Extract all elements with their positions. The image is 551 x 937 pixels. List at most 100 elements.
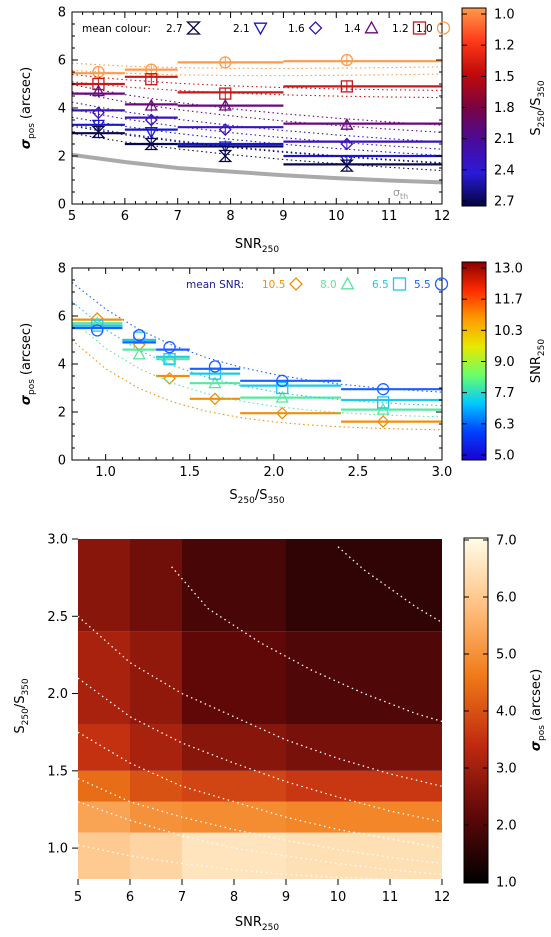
data-point: [218, 149, 233, 163]
series-trend-upper: [72, 84, 442, 126]
heatmap-cell: [78, 832, 130, 879]
panel-1-x-tick-label: 11: [381, 209, 398, 224]
panel-2-legend: 10.5 8.0 6.5 5.5: [262, 276, 449, 291]
data-point: [376, 383, 390, 396]
series-1.6: [72, 101, 442, 151]
legend-label: 1.6: [288, 23, 305, 35]
panel-3-x-tick-label: 11: [382, 890, 399, 905]
data-point: [91, 125, 106, 139]
panel-3-heatmap-cells: [78, 539, 442, 879]
colorbar-1-tick-label: 1.5: [494, 70, 515, 85]
legend-marker: [185, 21, 202, 35]
heatmap-cell: [78, 801, 130, 833]
panel-2-y-tick-label: 6: [58, 310, 66, 325]
legend-label: 2.7: [166, 23, 183, 35]
data-point: [339, 159, 354, 172]
panel-2-x-tick-label: 1.0: [95, 465, 116, 480]
data-point: [376, 415, 390, 429]
panel-1-x-tick-label: 5: [68, 209, 76, 224]
heatmap-cell: [182, 724, 286, 771]
panel-2-x-tick-label: 3.0: [432, 465, 453, 480]
panel-2-x-tick-label: 2.0: [263, 465, 284, 480]
heatmap-cell: [78, 539, 130, 632]
panel-3-y-tick-label: 3.0: [47, 533, 68, 548]
data-point: [208, 360, 222, 373]
panel-3-x-tick-label: 6: [126, 890, 134, 905]
heatmap-cell: [286, 539, 442, 632]
colorbar-3-ticks: 7.0 6.0 5.0 4.0 3.0 2.0 1.0: [464, 534, 517, 891]
panel-3-x-ticks: 5 6 7 8 9 10 11 12: [74, 879, 450, 905]
colorbar-1-tick-label: 1.8: [494, 101, 515, 116]
legend-label: 1.4: [344, 23, 361, 35]
panel-1-y-tick-label: 0: [58, 198, 66, 213]
panel-3-y-tick-label: 1.5: [47, 764, 68, 779]
panel-2-x-tick-label: 2.5: [348, 465, 369, 480]
colorbar-3-tick-label: 4.0: [496, 705, 517, 720]
colorbar-3-tick-label: 3.0: [496, 762, 517, 777]
heatmap-cell: [130, 539, 182, 632]
panel-2-frame: [71, 267, 443, 461]
series-2.1: [72, 116, 442, 168]
panel-1-x-tick-label: 8: [226, 209, 234, 224]
series-trend-upper: [72, 73, 442, 91]
colorbar-3-tick-label: 6.0: [496, 591, 517, 606]
panel-2: 1.0 1.5 2.0 2.5 3.0 0 2 4 6 8 mean SNR: 10.5 8.0 6…: [19, 261, 547, 506]
colorbar-2-tick-label: 13.0: [494, 262, 523, 277]
colorbar-2-tick-label: 7.7: [494, 386, 515, 401]
legend-marker: [289, 277, 303, 291]
series-trend-upper: [72, 101, 442, 143]
data-point: [144, 137, 159, 151]
heatmap-cell: [130, 832, 182, 879]
data-point: [275, 406, 289, 420]
series-10.5: [72, 311, 442, 431]
data-point: [132, 347, 146, 360]
panel-3-x-tick-label: 10: [330, 890, 347, 905]
series-5.5: [72, 281, 442, 396]
legend-marker: [253, 22, 268, 36]
heatmap-cell: [286, 724, 442, 771]
panel-1-y-tick-label: 8: [58, 6, 66, 21]
panel-3-y-tick-label: 1.0: [47, 842, 68, 857]
series-1.2: [72, 73, 442, 100]
panel-3-x-tick-label: 7: [178, 890, 186, 905]
heatmap-cell: [182, 539, 286, 632]
series-trend-upper: [72, 62, 442, 69]
panel-1-y-tick-label: 6: [58, 54, 66, 69]
colorbar-3-tick-label: 5.0: [496, 648, 517, 663]
panel-3-x-tick-label: 9: [282, 890, 290, 905]
legend-label: 1.0: [416, 23, 433, 35]
series-trend-lower: [72, 108, 442, 150]
legend-marker: [434, 277, 449, 291]
panel-1-theory-label: σth: [393, 186, 408, 201]
panel-1-x-tick-label: 9: [279, 209, 287, 224]
contour-line: [77, 615, 443, 787]
panel-2-legend-title: mean SNR:: [186, 279, 244, 291]
series-trend: [72, 339, 442, 431]
colorbar-2-tick-label: 6.3: [494, 417, 515, 432]
heatmap-cell: [130, 770, 182, 802]
data-point: [163, 353, 176, 366]
heatmap-cell: [130, 631, 182, 725]
panel-3-x-axis-label: SNR250: [235, 915, 279, 933]
colorbar-3-label: σpos(arcsec): [529, 669, 547, 751]
legend-label: 8.0: [320, 279, 337, 291]
legend-marker: [340, 276, 355, 290]
legend-marker: [308, 21, 323, 35]
heatmap-cell: [286, 770, 442, 802]
panel-2-y-axis-label: σpos(arcsec): [19, 323, 37, 405]
panel-2-series-layer: [72, 281, 442, 431]
colorbar-2-tick-label: 10.3: [494, 324, 523, 339]
colorbar-1-tick-label: 1.0: [494, 8, 515, 23]
colorbar-2-tick-label: 9.0: [494, 355, 515, 370]
panel-1-x-tick-label: 6: [121, 209, 129, 224]
panel-1-theory-curve-layer: [72, 152, 442, 185]
heatmap-cell: [286, 801, 442, 833]
series-trend-lower: [72, 69, 442, 77]
series-1.4: [72, 84, 442, 133]
panel-2-y-ticks: 0 2 4 6 8: [58, 262, 442, 469]
data-point: [163, 341, 176, 354]
series-2.7: [72, 125, 442, 172]
colorbar-1-label: S250/S350: [529, 80, 547, 136]
panel-1-x-tick-label: 10: [328, 209, 345, 224]
panel-1-series-layer: [72, 53, 442, 172]
